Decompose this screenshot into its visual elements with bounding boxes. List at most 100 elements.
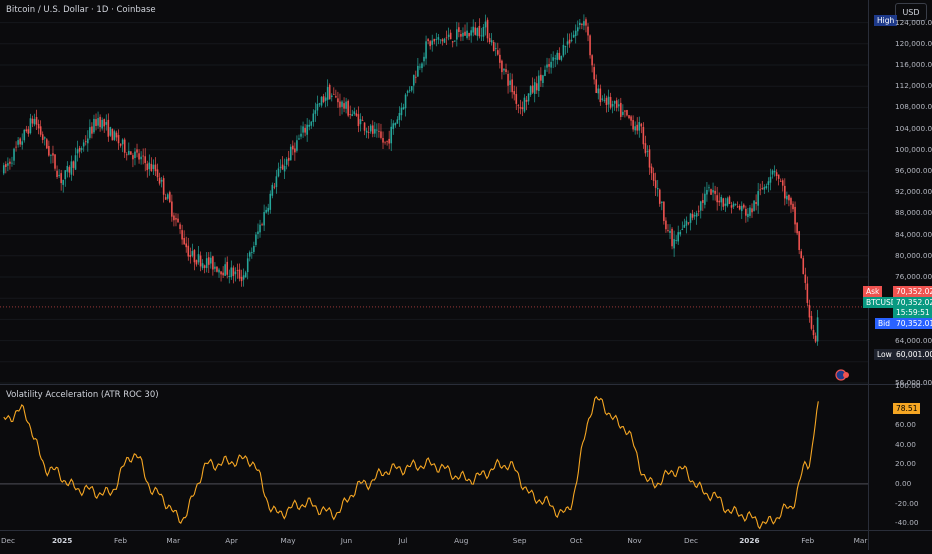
candle-body: [624, 110, 626, 112]
candle-body: [76, 149, 79, 154]
candle-body: [550, 61, 552, 68]
candle-body: [404, 94, 407, 109]
candle-body: [388, 138, 390, 144]
candle-body: [109, 127, 112, 136]
candle-body: [224, 264, 226, 276]
candle-body: [433, 38, 436, 42]
candle-body: [199, 255, 202, 267]
candle-body: [702, 200, 704, 203]
ask-price: 70,352.02: [893, 286, 932, 297]
time-tick-label: Feb: [114, 536, 127, 545]
price-tick-label: 100,000.00: [895, 144, 932, 154]
candle-body: [620, 102, 622, 117]
candle-body: [488, 38, 491, 43]
candle-body: [646, 151, 649, 152]
indicator-value-tag: 78.51: [893, 403, 921, 414]
candle-body: [542, 75, 544, 84]
candle-body: [704, 193, 706, 205]
candle-body: [39, 126, 42, 135]
candle-body: [13, 148, 15, 161]
candle-body: [738, 205, 741, 210]
candle-body: [91, 126, 93, 134]
candle-body: [160, 179, 163, 182]
candle-body: [796, 222, 798, 234]
candle-body: [669, 230, 671, 233]
candle-body: [472, 26, 475, 33]
high-tag: High: [874, 15, 898, 26]
candle-body: [507, 73, 509, 86]
candle-body: [263, 212, 265, 226]
candle-body: [794, 206, 796, 225]
candle-body: [792, 203, 794, 210]
candle-body: [259, 224, 261, 233]
candle-body: [661, 201, 663, 203]
candle-body: [804, 274, 807, 283]
candle-body: [347, 100, 349, 116]
candle-body: [142, 155, 144, 157]
candle-body: [318, 103, 321, 105]
candle-body: [464, 31, 466, 36]
candle-body: [183, 237, 185, 245]
time-tick-label: Dec: [683, 536, 699, 545]
candle-body: [585, 19, 587, 26]
candle-body: [417, 65, 419, 77]
candle-body: [195, 260, 198, 265]
candle-body: [708, 187, 710, 189]
candle-body: [484, 21, 487, 28]
candle-body: [435, 39, 438, 40]
candle-body: [546, 64, 548, 68]
candle-body: [784, 185, 786, 199]
candle-body: [60, 173, 62, 184]
candle-body: [333, 93, 335, 95]
candle-body: [396, 119, 399, 124]
candle-body: [763, 187, 766, 190]
candle-body: [205, 258, 208, 269]
bid-tag-label: Bid: [875, 318, 893, 329]
price-tick-label: 96,000.00: [895, 166, 932, 175]
candle-body: [343, 103, 345, 109]
candle-body: [568, 39, 571, 44]
low-tag: Low: [874, 349, 895, 360]
candle-body: [605, 97, 608, 106]
candle-body: [802, 258, 805, 275]
candle-body: [84, 141, 87, 143]
candle-body: [119, 143, 122, 146]
candle-body: [628, 115, 630, 119]
indicator-tick-label: -20.00: [895, 498, 919, 508]
candle-body: [146, 163, 149, 171]
candle-body: [335, 96, 337, 98]
candle-body: [5, 164, 7, 167]
candle-body: [747, 213, 749, 218]
currency-selector[interactable]: USD: [895, 3, 927, 21]
candle-body: [564, 46, 567, 48]
candle-body: [21, 141, 24, 145]
candle-body: [300, 133, 302, 137]
candle-body: [419, 66, 421, 68]
candle-body: [289, 146, 292, 161]
candle-body: [503, 68, 505, 71]
candle-body: [29, 118, 32, 134]
candle-body: [544, 69, 546, 77]
candle-body: [271, 184, 274, 196]
candle-body: [581, 23, 583, 25]
candle-body: [706, 190, 708, 195]
candle-body: [425, 41, 427, 59]
candle-body: [591, 55, 593, 66]
candle-body: [105, 122, 108, 125]
candle-body: [671, 228, 673, 247]
candle-body: [654, 180, 657, 188]
candle-body: [505, 69, 507, 73]
candle-body: [277, 168, 280, 177]
candle-body: [560, 55, 563, 60]
candle-body: [273, 186, 276, 188]
candle-body: [351, 114, 354, 117]
candle-body: [298, 138, 300, 140]
time-tick-label: Apr: [225, 536, 238, 545]
candle-body: [656, 188, 659, 190]
candle-body: [691, 213, 694, 218]
candle-body: [43, 137, 46, 139]
candle-body: [97, 118, 99, 126]
candle-body: [9, 161, 11, 164]
